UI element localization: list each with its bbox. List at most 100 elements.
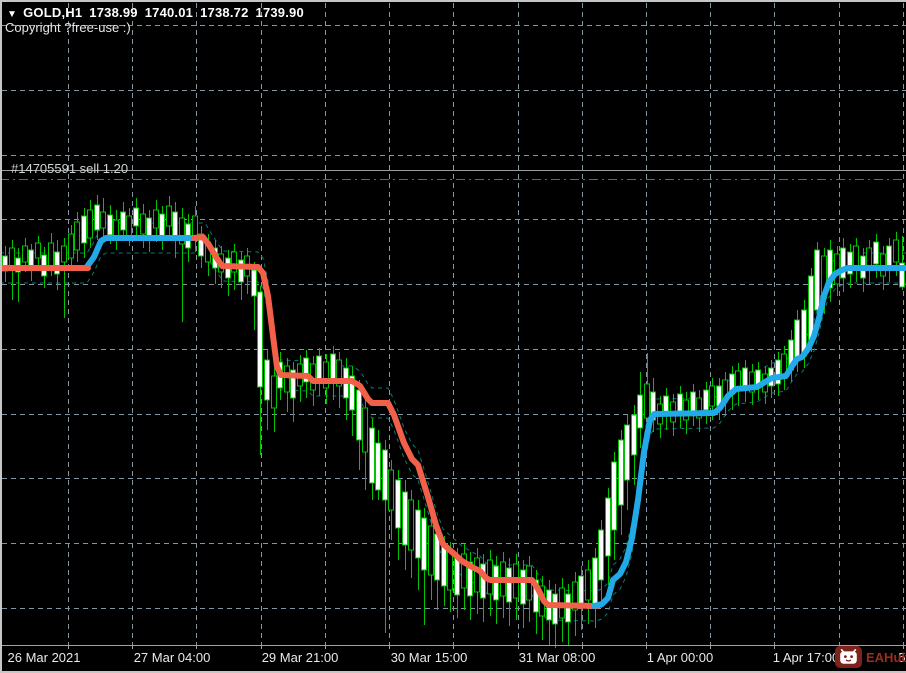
candle-body xyxy=(126,215,132,237)
candle-body xyxy=(375,442,381,491)
candle-body xyxy=(48,242,54,269)
candle-body xyxy=(644,383,650,419)
candle-body xyxy=(179,217,185,245)
candle-body xyxy=(166,205,172,227)
candle-body xyxy=(703,389,709,411)
candle-body xyxy=(840,247,846,279)
candle-body xyxy=(690,391,696,413)
trend-up-segment-2 xyxy=(591,265,906,609)
candle-body xyxy=(585,569,591,601)
candle-body xyxy=(68,233,74,259)
candle-body xyxy=(303,357,309,383)
candle-body xyxy=(81,215,87,244)
grid xyxy=(2,3,906,645)
candle-body xyxy=(336,359,342,387)
candle-body xyxy=(54,251,60,275)
quote-open: 1738.99 xyxy=(89,5,138,20)
candle-body xyxy=(415,509,421,559)
candle-body xyxy=(316,355,322,381)
candle-body xyxy=(362,407,368,453)
candle-body xyxy=(552,593,558,625)
candle-body xyxy=(578,575,584,607)
candle-body xyxy=(356,389,362,441)
candle-body xyxy=(120,211,126,231)
candle-body xyxy=(899,262,905,288)
candle-body xyxy=(251,269,257,297)
candle-body xyxy=(683,399,689,421)
candle-body xyxy=(618,439,624,506)
candle-body xyxy=(441,545,447,587)
candle-body xyxy=(696,397,702,419)
candle-body xyxy=(231,251,237,273)
candle-body xyxy=(271,375,277,409)
candle-body xyxy=(421,517,427,571)
open-position-label[interactable]: #14705591 sell 1.20 xyxy=(11,161,129,176)
trend-up-segment-1 xyxy=(83,235,201,271)
candle-body xyxy=(94,204,100,231)
candle-body xyxy=(814,249,820,311)
quote-high: 1740.01 xyxy=(144,5,194,20)
candle-body xyxy=(61,245,67,263)
candle-body xyxy=(22,245,28,263)
candle-body xyxy=(631,414,637,456)
candle-body xyxy=(408,499,414,551)
candle-body xyxy=(140,213,146,235)
candle-body xyxy=(238,259,244,283)
candle-body xyxy=(893,239,899,263)
candle-body xyxy=(402,491,408,546)
trend-down-segment-2 xyxy=(191,234,601,609)
candle-body xyxy=(794,319,800,361)
candle-body xyxy=(506,567,512,603)
candle-body xyxy=(428,525,434,576)
indicator-copyright-text: Copyright ?free-use :) xyxy=(5,20,131,35)
candle-body xyxy=(775,359,781,385)
candle-body xyxy=(369,427,375,484)
candle-body xyxy=(159,213,165,237)
candle-body xyxy=(323,361,329,389)
candle-body xyxy=(133,207,139,227)
candle-body xyxy=(749,371,755,393)
candle-body xyxy=(709,385,715,407)
candle-body xyxy=(257,291,263,388)
quote-close: 1739.90 xyxy=(255,5,304,20)
eahub-watermark: EAHub 5 xyxy=(835,646,906,668)
eahub-logo-icon xyxy=(835,646,862,668)
symbol-timeframe-label: GOLD,H1 xyxy=(23,5,83,20)
candle-body xyxy=(637,394,643,429)
candle-body xyxy=(611,461,617,531)
candle-body xyxy=(87,209,93,239)
candle-body xyxy=(382,449,388,501)
candle-body xyxy=(290,369,296,399)
candle-body xyxy=(598,529,604,581)
candle-body xyxy=(388,469,394,511)
candle-body xyxy=(454,557,460,596)
trend-indicator xyxy=(0,234,906,609)
quote-low: 1738.72 xyxy=(200,5,249,20)
candle-body xyxy=(624,424,630,481)
eahub-brand-text: EAHub xyxy=(866,649,906,665)
candle-body xyxy=(264,359,270,401)
candle-body xyxy=(467,561,473,597)
chart-header: ▼ GOLD,H1 1738.99 1740.01 1738.72 1739.90 xyxy=(7,5,304,20)
candle-body xyxy=(349,375,355,411)
candle-body xyxy=(461,553,467,589)
candle-body xyxy=(853,245,859,269)
candle-body xyxy=(572,581,578,611)
candle-body xyxy=(9,247,15,267)
time-axis-line xyxy=(0,645,906,649)
candle-body xyxy=(74,221,80,251)
candle-body xyxy=(447,551,453,591)
candle-body xyxy=(284,365,290,393)
symbol-menu-arrow-icon[interactable]: ▼ xyxy=(7,9,18,20)
candle-body xyxy=(100,211,106,229)
candle-body xyxy=(520,569,526,605)
candle-body xyxy=(592,557,598,606)
candle-body xyxy=(107,214,113,236)
candle-body xyxy=(153,209,159,229)
candle-body xyxy=(605,497,611,557)
candle-body xyxy=(395,479,401,529)
candle-body xyxy=(474,557,480,593)
candle-body xyxy=(886,245,892,269)
